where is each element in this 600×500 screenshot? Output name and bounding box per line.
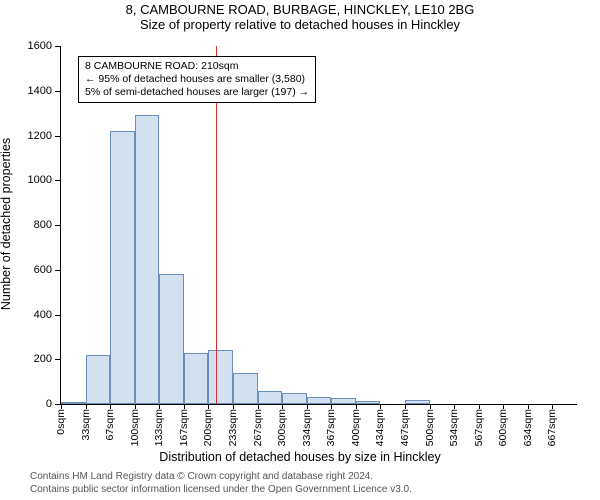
histogram-bar	[110, 131, 135, 404]
y-tick: 1600	[0, 40, 60, 52]
histogram-bar	[331, 398, 356, 404]
annotation-line: 8 CAMBOURNE ROAD: 210sqm	[85, 60, 309, 73]
y-tick: 600	[0, 264, 60, 276]
y-tick: 0	[0, 398, 60, 410]
x-tick: 434sqm	[374, 409, 386, 446]
histogram-bar	[282, 393, 307, 404]
x-tick: 534sqm	[448, 409, 460, 446]
y-tick: 1400	[0, 85, 60, 97]
histogram-bar	[61, 402, 86, 404]
x-tick: 567sqm	[473, 409, 485, 446]
annotation-line: ← 95% of detached houses are smaller (3,…	[85, 73, 309, 86]
histogram-bar	[233, 373, 258, 404]
footer-line: Contains public sector information licen…	[30, 484, 412, 497]
x-tick: 600sqm	[497, 409, 509, 446]
x-tick: 133sqm	[153, 409, 165, 446]
histogram-bar	[86, 355, 111, 404]
x-tick: 100sqm	[129, 409, 141, 446]
x-tick: 500sqm	[424, 409, 436, 446]
x-tick: 400sqm	[350, 409, 362, 446]
x-tick: 634sqm	[522, 409, 534, 446]
annotation-line: 5% of semi-detached houses are larger (1…	[85, 86, 309, 99]
footer: Contains HM Land Registry data © Crown c…	[30, 471, 412, 496]
x-tick: 67sqm	[104, 409, 116, 441]
y-tick: 1000	[0, 174, 60, 186]
histogram-bar	[208, 350, 233, 404]
page-title-line1: 8, CAMBOURNE ROAD, BURBAGE, HINCKLEY, LE…	[0, 0, 600, 17]
histogram-bar	[184, 353, 209, 404]
x-tick: 367sqm	[325, 409, 337, 446]
x-tick: 167sqm	[178, 409, 190, 446]
x-tick: 467sqm	[399, 409, 411, 446]
x-tick: 200sqm	[202, 409, 214, 446]
histogram-bar	[405, 400, 430, 404]
x-tick: 0sqm	[55, 409, 67, 435]
x-tick: 300sqm	[276, 409, 288, 446]
page-title-line2: Size of property relative to detached ho…	[0, 17, 600, 34]
x-axis-label: Distribution of detached houses by size …	[0, 450, 600, 464]
x-tick: 267sqm	[252, 409, 264, 446]
y-tick: 400	[0, 309, 60, 321]
x-tick: 667sqm	[546, 409, 558, 446]
chart-area: Number of detached properties 0200400600…	[0, 34, 600, 454]
annotation-box: 8 CAMBOURNE ROAD: 210sqm ← 95% of detach…	[78, 56, 316, 103]
x-tick: 233sqm	[227, 409, 239, 446]
x-tick: 33sqm	[80, 409, 92, 441]
y-tick: 200	[0, 353, 60, 365]
histogram-bar	[258, 391, 283, 404]
histogram-bar	[159, 274, 184, 404]
x-tick: 334sqm	[301, 409, 313, 446]
footer-line: Contains HM Land Registry data © Crown c…	[30, 471, 412, 484]
histogram-bar	[135, 115, 160, 404]
histogram-bar	[307, 397, 332, 404]
y-tick: 800	[0, 219, 60, 231]
y-tick: 1200	[0, 130, 60, 142]
histogram-bar	[356, 401, 381, 404]
